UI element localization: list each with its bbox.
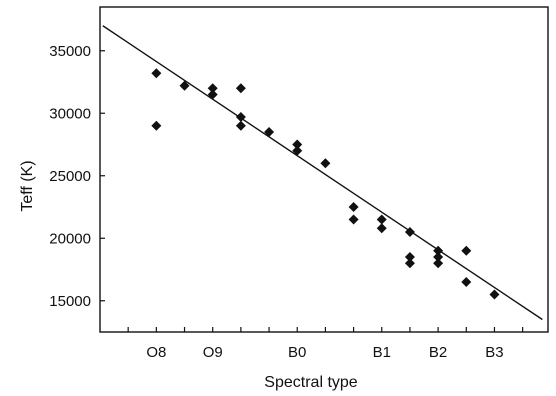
data-point [235, 83, 246, 94]
data-point [461, 245, 472, 256]
data-point [461, 277, 472, 287]
data-point [489, 289, 500, 300]
data-point [433, 245, 444, 256]
regression-line [102, 25, 543, 321]
data-point [151, 68, 162, 79]
data-point [348, 214, 359, 225]
plot-frame [99, 6, 549, 333]
x-tick-label: B1 [373, 344, 391, 361]
x-tick-label: O9 [203, 344, 223, 361]
x-tick-label: B0 [288, 344, 306, 361]
axis-ticks: 15000 20000 25000 30000 35000 O8 O9 B0 B1 B2 B3 [49, 43, 524, 361]
data-point [404, 258, 415, 269]
data-point [404, 227, 415, 237]
data-point [320, 158, 331, 169]
data-point [235, 112, 246, 122]
data-point [207, 89, 218, 100]
y-axis-label: Teff (K) [19, 160, 36, 211]
y-tick-label: 20000 [49, 230, 91, 247]
data-point [376, 214, 387, 225]
x-tick-label: O8 [146, 344, 166, 361]
data-point [348, 202, 359, 212]
y-tick-label: 35000 [49, 43, 91, 60]
data-point [292, 139, 303, 150]
x-axis-label: Spectral type [264, 374, 357, 391]
data-point [433, 252, 444, 262]
data-point [433, 258, 444, 269]
data-point [404, 252, 415, 262]
y-tick-label: 15000 [49, 293, 91, 310]
data-point [264, 127, 275, 137]
data-point [292, 145, 303, 156]
y-tick-label: 30000 [49, 105, 91, 122]
x-tick-label: B2 [429, 344, 447, 361]
data-point [207, 83, 218, 94]
data-point [376, 223, 387, 234]
data-point [235, 120, 246, 131]
data-points [151, 68, 500, 300]
fit-line [102, 25, 543, 321]
data-point [151, 120, 162, 131]
y-tick-label: 25000 [49, 168, 91, 185]
data-point [179, 80, 190, 91]
x-tick-label: B3 [485, 344, 503, 361]
